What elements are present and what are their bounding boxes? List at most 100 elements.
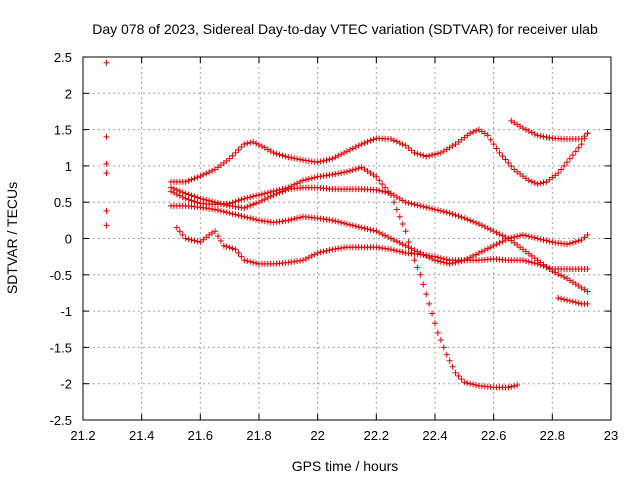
data-point-mid-lower <box>373 228 380 235</box>
data-point-mid <box>220 201 227 208</box>
data-point-mid-upper <box>461 379 468 386</box>
data-point-upper <box>352 144 359 151</box>
data-point-mid-lower <box>235 212 242 219</box>
data-point-upper <box>288 154 295 161</box>
data-point-mid <box>379 188 386 195</box>
data-point-lower <box>522 258 529 265</box>
data-point-mid-lower <box>481 247 488 254</box>
data-point-mid-upper <box>232 198 239 205</box>
data-point-mid-lower <box>487 244 494 251</box>
data-point-lower <box>520 257 526 264</box>
data-point-lower <box>531 260 538 267</box>
data-point-upper <box>320 157 327 164</box>
axis-ticks <box>82 56 612 421</box>
data-point-upper-end <box>584 130 591 137</box>
data-point-mid-upper <box>446 357 453 364</box>
data-point-mid <box>499 232 506 239</box>
data-point-mid-lower <box>332 218 339 225</box>
data-point-mid-upper <box>250 193 257 200</box>
data-point-upper <box>508 163 515 170</box>
data-point-mid <box>217 200 224 207</box>
data-point-mid <box>443 209 450 216</box>
data-point-mid-upper <box>352 166 359 173</box>
data-point-lower <box>176 228 183 235</box>
data-point-upper <box>247 139 254 146</box>
data-point-mid-lower <box>285 217 292 224</box>
x-axis-label: GPS time / hours <box>292 458 399 474</box>
data-point-upper <box>256 141 262 148</box>
data-point-mid-lower <box>399 241 406 248</box>
data-point-mid-lower <box>341 220 348 227</box>
data-point-upper-end <box>581 133 588 140</box>
data-point-mid-upper <box>390 199 397 206</box>
data-point-upper <box>209 167 216 174</box>
data-point-upper <box>420 152 427 159</box>
data-point-upper <box>194 174 201 181</box>
data-point-lower-end <box>575 300 582 307</box>
data-point-lower <box>229 245 236 252</box>
data-point-lower-end <box>558 295 565 302</box>
x-tick-label: 23 <box>604 428 618 443</box>
x-tick-label: 21.6 <box>188 428 213 443</box>
x-tick-label: 22.4 <box>422 428 447 443</box>
data-point-mid <box>411 201 418 208</box>
data-point-upper <box>185 177 192 184</box>
data-point-mid-lower <box>294 215 301 222</box>
data-point-mid <box>258 197 265 204</box>
data-point-upper <box>390 137 397 144</box>
data-point-lower-end <box>564 297 570 304</box>
data-point-isolated <box>103 133 110 140</box>
data-point-mid <box>423 204 430 211</box>
data-point-upper <box>564 159 570 166</box>
data-point-mid-upper <box>511 382 518 389</box>
data-point-mid-lower <box>376 229 383 236</box>
x-tick-label: 22 <box>310 428 324 443</box>
data-point-lower <box>543 263 550 270</box>
data-point-lower <box>173 224 180 231</box>
data-point-upper <box>206 169 213 176</box>
data-point-upper <box>229 152 236 159</box>
x-tick-label: 21.2 <box>70 428 95 443</box>
data-point-mid-lower <box>502 236 509 243</box>
data-point-upper <box>191 175 198 182</box>
data-point-mid <box>279 188 286 195</box>
data-point-mid-lower <box>505 235 512 242</box>
data-point-lower <box>317 249 324 256</box>
data-point-lower <box>432 253 438 260</box>
data-point-mid <box>197 195 204 202</box>
data-point-mid-lower <box>367 226 374 233</box>
data-point-mid-lower <box>514 233 521 240</box>
data-point-mid <box>493 229 500 236</box>
data-point-mid-upper <box>264 189 271 196</box>
data-point-mid-lower <box>253 216 260 223</box>
data-point-mid-upper <box>261 190 268 197</box>
data-point-mid-upper <box>355 165 362 172</box>
data-point-upper <box>326 156 333 163</box>
data-point-upper <box>575 144 582 151</box>
data-point-mid-lower <box>402 242 409 249</box>
data-point-lower <box>226 244 233 251</box>
data-point-mid-upper <box>335 170 342 177</box>
data-point-mid-upper <box>423 291 430 298</box>
data-point-mid-lower <box>581 234 588 241</box>
data-point-mid <box>200 196 207 203</box>
data-point-mid <box>561 273 568 280</box>
data-point-mid-upper <box>191 198 198 205</box>
data-point-mid-upper <box>458 376 465 383</box>
data-point-mid <box>446 210 453 217</box>
data-point-upper-end <box>543 134 550 141</box>
data-point-mid-upper <box>344 168 350 175</box>
data-point-mid <box>382 189 389 196</box>
data-point-isolated <box>103 222 110 229</box>
data-point-mid-upper <box>432 320 438 327</box>
data-point-lower <box>443 256 450 263</box>
data-point-upper <box>235 146 242 153</box>
data-point-upper <box>291 155 298 162</box>
data-point-mid <box>484 225 491 232</box>
data-point-mid-upper <box>464 379 471 386</box>
data-point-upper-end <box>537 132 544 139</box>
data-point-upper <box>197 173 204 180</box>
data-point-upper-end <box>528 129 535 136</box>
data-point-mid-lower <box>390 236 397 243</box>
data-point-mid <box>176 188 183 195</box>
